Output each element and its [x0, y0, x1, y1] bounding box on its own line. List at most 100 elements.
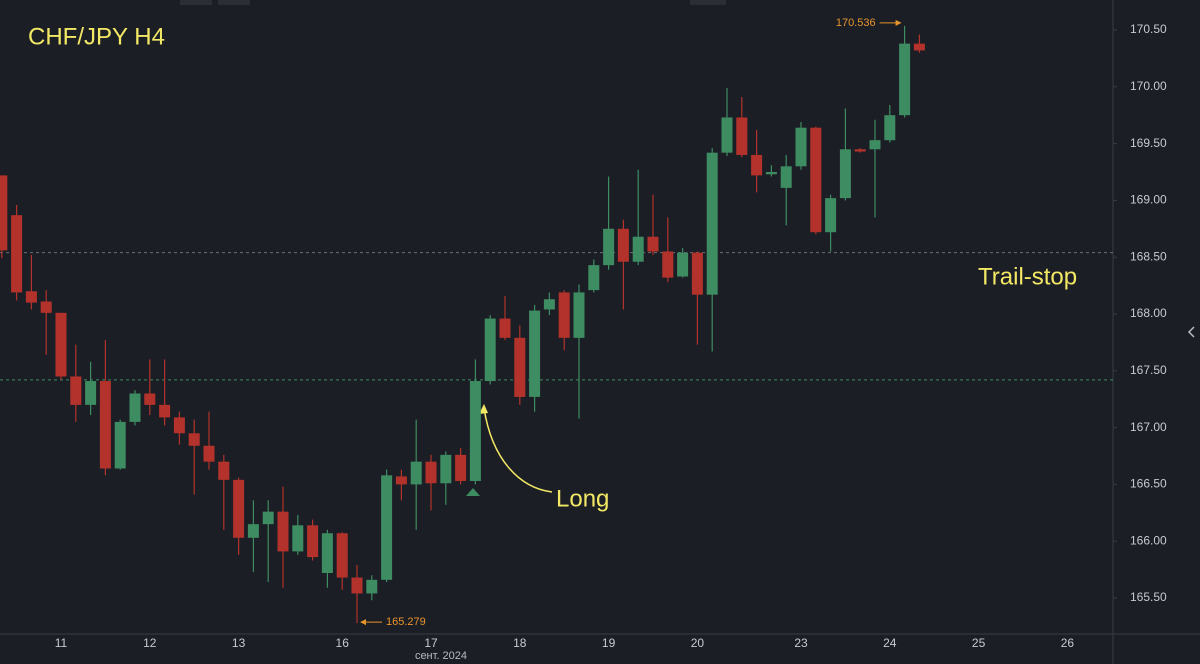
- x-tick-label: 17: [424, 636, 438, 650]
- candle-body: [99, 381, 111, 469]
- y-tick-label: 169.50: [1130, 136, 1167, 150]
- candle-body: [40, 301, 52, 313]
- candle-body: [899, 43, 911, 116]
- candle-body: [691, 252, 703, 295]
- y-tick-label: 170.50: [1130, 22, 1167, 36]
- toolbar-button[interactable]: [218, 0, 250, 5]
- candle-body: [677, 252, 689, 277]
- candle-body: [721, 117, 733, 153]
- long-arrowhead: [479, 404, 488, 414]
- chart-title: CHF/JPY H4: [28, 23, 165, 50]
- x-tick-label: 18: [513, 636, 527, 650]
- x-tick-label: 23: [794, 636, 808, 650]
- candle-body: [114, 421, 126, 469]
- y-tick-label: 166.00: [1130, 533, 1167, 547]
- candle-body: [484, 318, 496, 382]
- long-arrow: [483, 407, 553, 493]
- candle-body: [662, 251, 674, 278]
- candle-body: [455, 454, 467, 481]
- candle-body: [913, 43, 925, 51]
- candle-body: [203, 445, 215, 462]
- candle-body: [336, 533, 348, 578]
- candle-body: [85, 381, 97, 405]
- candle-body: [247, 524, 259, 538]
- candle-body: [469, 381, 481, 481]
- x-sublabel: сент. 2024: [415, 650, 467, 662]
- candle-body: [55, 312, 67, 377]
- toolbar-button[interactable]: [690, 0, 726, 5]
- toolbar-button[interactable]: [180, 0, 212, 5]
- candle-body: [751, 154, 763, 176]
- candle-body: [0, 175, 8, 251]
- candle-body: [425, 461, 437, 484]
- candle-body: [825, 198, 837, 233]
- low-price-label: 165.279: [386, 616, 426, 628]
- candle-body: [588, 265, 600, 291]
- x-tick-label: 26: [1061, 636, 1075, 650]
- candle-body: [218, 461, 230, 480]
- candle-body: [25, 291, 37, 303]
- candle-body: [233, 479, 245, 538]
- candle-body: [617, 228, 629, 262]
- candle-body: [765, 171, 777, 175]
- candle-body: [173, 417, 185, 434]
- candle-body: [366, 579, 378, 594]
- candle-body: [632, 236, 644, 262]
- candle-body: [381, 475, 393, 580]
- candle-body: [11, 215, 23, 293]
- y-tick-label: 169.00: [1130, 193, 1167, 207]
- candle-body: [869, 140, 881, 150]
- candle-body: [543, 299, 555, 310]
- candle-body: [603, 228, 615, 266]
- x-tick-label: 13: [232, 636, 246, 650]
- x-tick-label: 16: [336, 636, 350, 650]
- candle-body: [292, 525, 304, 552]
- candle-body: [514, 337, 526, 397]
- candle-body: [839, 149, 851, 199]
- x-tick-label: 20: [691, 636, 705, 650]
- y-tick-label: 167.50: [1130, 363, 1167, 377]
- candle-body: [188, 433, 200, 446]
- candle-body: [558, 292, 570, 338]
- x-tick-label: 25: [972, 636, 986, 650]
- candle-body: [351, 577, 363, 594]
- candle-body: [795, 127, 807, 167]
- candle-body: [277, 511, 289, 552]
- candle-body: [395, 476, 407, 485]
- long-label: Long: [556, 485, 609, 512]
- candle-body: [706, 152, 718, 295]
- candle-body: [736, 117, 748, 155]
- x-tick-label: 12: [143, 636, 157, 650]
- high-marker-head: [895, 19, 902, 26]
- x-tick-label: 24: [883, 636, 897, 650]
- x-tick-label: 19: [602, 636, 616, 650]
- candle-body: [647, 236, 659, 252]
- y-tick-label: 168.00: [1130, 306, 1167, 320]
- y-tick-label: 168.50: [1130, 249, 1167, 263]
- x-tick-label: 11: [55, 636, 68, 650]
- candle-body: [810, 127, 822, 233]
- candle-body: [884, 115, 896, 141]
- entry-marker: [466, 488, 480, 496]
- candle-body: [321, 533, 333, 573]
- candle-body: [440, 454, 452, 484]
- y-tick-label: 165.50: [1130, 590, 1167, 604]
- candle-body: [410, 461, 422, 485]
- candle-body: [70, 376, 82, 405]
- candle-body: [307, 525, 319, 558]
- candle-body: [529, 310, 541, 397]
- candle-body: [159, 404, 171, 418]
- y-tick-label: 166.50: [1130, 477, 1167, 491]
- candle-body: [129, 393, 141, 422]
- candle-body: [780, 166, 792, 188]
- collapse-arrow[interactable]: [1187, 326, 1195, 338]
- trail-stop-label: Trail-stop: [978, 263, 1077, 290]
- y-tick-label: 167.00: [1130, 420, 1167, 434]
- candle-body: [499, 318, 511, 338]
- candle-body: [854, 149, 866, 152]
- candle-body: [262, 511, 274, 525]
- y-tick-label: 170.00: [1130, 79, 1167, 93]
